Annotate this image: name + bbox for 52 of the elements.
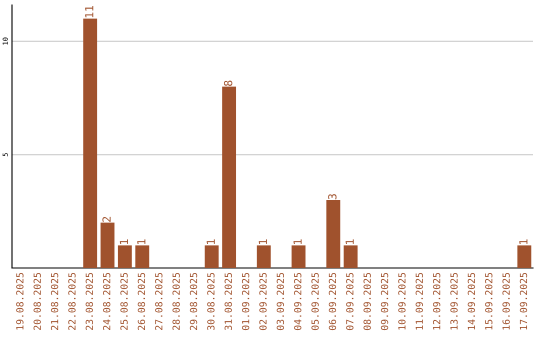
x-tick-label: 15.09.2025 bbox=[485, 272, 492, 330]
x-tick-label: 05.09.2025 bbox=[311, 272, 319, 330]
x-tick-label: 11.09.2025 bbox=[416, 272, 423, 330]
bar bbox=[326, 200, 340, 268]
x-tick-label: 31.08.2025 bbox=[224, 272, 232, 330]
data-label: 2 bbox=[102, 216, 111, 222]
data-label: 1 bbox=[519, 239, 528, 244]
x-tick-label: 29.08.2025 bbox=[190, 272, 198, 330]
data-label: 1 bbox=[258, 239, 267, 244]
x-tick-label: 25.08.2025 bbox=[120, 272, 128, 330]
data-label: 1 bbox=[346, 239, 354, 244]
x-tick-label: 16.09.2025 bbox=[502, 272, 510, 330]
x-tick-label: 09.09.2025 bbox=[380, 272, 388, 330]
bar bbox=[256, 245, 271, 268]
x-tick-label: 07.09.2025 bbox=[346, 272, 354, 330]
x-tick-label: 21.08.2025 bbox=[50, 272, 58, 330]
x-tick-label: 19.08.2025 bbox=[16, 272, 24, 330]
bar bbox=[135, 245, 150, 268]
bar bbox=[292, 245, 306, 268]
x-tick-label: 01.09.2025 bbox=[242, 272, 250, 330]
data-label: 1 bbox=[120, 239, 128, 244]
x-tick-label: 14.09.2025 bbox=[468, 272, 476, 330]
x-tick-label: 28.08.2025 bbox=[172, 272, 180, 330]
x-tick-label: 04.09.2025 bbox=[294, 272, 302, 330]
x-tick-label: 06.09.2025 bbox=[328, 272, 336, 330]
x-tick-label: 22.08.2025 bbox=[68, 272, 76, 330]
data-label: 1 bbox=[206, 239, 215, 244]
x-tick-label: 02.09.2025 bbox=[259, 272, 267, 330]
x-tick-label: 08.09.2025 bbox=[364, 272, 371, 330]
x-tick-label: 24.08.2025 bbox=[103, 272, 110, 330]
data-label: 8 bbox=[224, 80, 232, 86]
x-tick-label: 27.08.2025 bbox=[155, 272, 162, 330]
data-label: 1 bbox=[294, 239, 302, 244]
x-tick-label: 20.08.2025 bbox=[34, 272, 41, 330]
data-label: 1 bbox=[137, 239, 146, 244]
x-tick-label: 30.08.2025 bbox=[207, 272, 215, 330]
bar bbox=[83, 18, 98, 268]
data-label: 3 bbox=[328, 194, 337, 200]
bar bbox=[100, 222, 114, 268]
bar bbox=[344, 245, 358, 268]
x-tick-label: 13.09.2025 bbox=[450, 272, 458, 330]
bar bbox=[517, 245, 532, 268]
x-tick-label: 10.09.2025 bbox=[398, 272, 406, 330]
x-tick-label: 23.08.2025 bbox=[86, 272, 93, 330]
x-tick-label: 17.09.2025 bbox=[520, 272, 528, 330]
bar bbox=[204, 245, 219, 268]
x-tick-label: 03.09.2025 bbox=[276, 272, 284, 330]
x-tick-label: 26.08.2025 bbox=[138, 272, 146, 330]
bar bbox=[118, 245, 132, 268]
bar bbox=[222, 86, 236, 268]
x-tick-label: 12.09.2025 bbox=[432, 272, 440, 330]
data-label: 11 bbox=[85, 6, 94, 18]
